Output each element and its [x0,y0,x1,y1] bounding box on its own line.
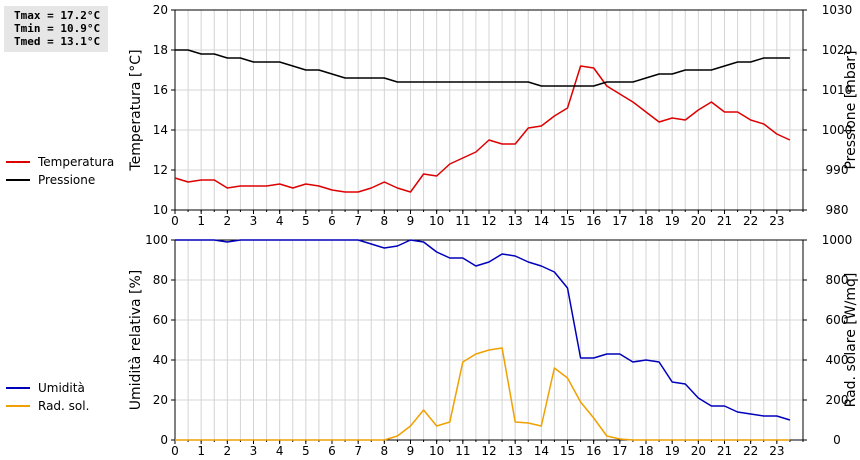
panel2-y2-axis-title: Rad. solare [W/mq] [843,273,859,408]
panel2-x-tick-label: 19 [665,444,680,458]
panel2-x-tick-label: 6 [328,444,336,458]
panel2-x-tick-label: 7 [354,444,362,458]
panel2-series-rad-sol-line [175,347,790,441]
panel1-y-tick-label: 14 [153,123,168,137]
panel2-y2-tick-label: 200 [826,393,849,407]
panel2-x-tick-label: 0 [171,444,179,458]
panel1-y-tick-label: 20 [153,3,168,17]
panel2-x-tick-label: 5 [302,444,310,458]
panel1-y2-axis-title: Pressione [mbar] [843,50,859,169]
panel2-y-tick-label: 60 [153,313,168,327]
panel1-series-pressione-line [175,49,790,87]
panel2-x-tick-label: 15 [560,444,575,458]
panel2-x-tick-label: 1 [197,444,205,458]
panel2-y-tick-label: 80 [153,273,168,287]
panel1-x-tick-label: 21 [717,214,732,228]
panel2-x-tick-label: 9 [407,444,415,458]
stat-tmin: Tmin = 10.9°C [14,22,101,35]
panel1-x-tick-label: 15 [560,214,575,228]
panel2-y2-tick-label: 600 [826,313,849,327]
panel1-y2-tick-label: 1000 [822,123,853,137]
panel1-x-tick-label: 17 [612,214,627,228]
panel1-y2-tick-label: 980 [826,203,849,217]
panel1-x-tick-label: 22 [743,214,758,228]
panel2-x-tick-label: 13 [508,444,523,458]
legend-umidit-label: Umidità [38,381,85,395]
panel1-y-tick-label: 18 [153,43,168,57]
panel2-y2-tick-label: 0 [833,433,841,447]
panel1-x-tick-label: 11 [455,214,470,228]
panel1-x-tick-label: 10 [429,214,444,228]
panel2-x-tick-label: 4 [276,444,284,458]
panel1-y-axis-title: Temperatura [°C] [128,49,144,171]
panel2-x-tick-label: 18 [638,444,653,458]
panel2-y-tick-label: 100 [145,233,168,247]
panel2-x-tick-label: 16 [586,444,601,458]
panel2-x-tick-label: 20 [691,444,706,458]
panel2-y2-tick-label: 400 [826,353,849,367]
panel1-y-tick-label: 16 [153,83,168,97]
panel2-x-tick-label: 3 [250,444,258,458]
stats-box: Tmax = 17.2°C Tmin = 10.9°C Tmed = 13.1°… [4,6,108,52]
panel2-x-tick-label: 14 [534,444,549,458]
panel1-x-tick-label: 2 [224,214,232,228]
panel2-x-tick-label: 12 [481,444,496,458]
panel2-y-tick-label: 20 [153,393,168,407]
panel2-x-tick-label: 23 [769,444,784,458]
panel2-y2-tick-label: 800 [826,273,849,287]
panel1-x-tick-label: 14 [534,214,549,228]
panel1-y-tick-label: 10 [153,203,168,217]
panel1-x-tick-label: 5 [302,214,310,228]
stat-tmed: Tmed = 13.1°C [14,35,101,48]
panel1-x-tick-label: 6 [328,214,336,228]
panel1-x-tick-label: 13 [508,214,523,228]
panel1-x-tick-label: 1 [197,214,205,228]
panel1-x-tick-label: 7 [354,214,362,228]
panel1-x-tick-label: 9 [407,214,415,228]
panel2-x-tick-label: 17 [612,444,627,458]
panel1-x-tick-label: 18 [638,214,653,228]
panel2-x-tick-label: 8 [381,444,389,458]
panel2-y-tick-label: 40 [153,353,168,367]
panel1-x-tick-label: 19 [665,214,680,228]
panel2-y-tick-label: 0 [160,433,168,447]
panel1-x-tick-label: 16 [586,214,601,228]
panel1-y2-tick-label: 990 [826,163,849,177]
panel1-x-tick-label: 20 [691,214,706,228]
panel1-x-tick-label: 8 [381,214,389,228]
stat-tmax: Tmax = 17.2°C [14,9,101,22]
panel1-y2-tick-label: 1010 [822,83,853,97]
panel1-y2-tick-label: 1020 [822,43,853,57]
panel1-x-tick-label: 3 [250,214,258,228]
panel1-x-tick-label: 23 [769,214,784,228]
legend-rad-sol-label: Rad. sol. [38,399,89,413]
panel2-x-tick-label: 10 [429,444,444,458]
panel1-x-tick-label: 0 [171,214,179,228]
panel1-y2-tick-label: 1030 [822,3,853,17]
legend-pressione-label: Pressione [38,173,95,187]
panel1-y-tick-label: 12 [153,163,168,177]
panel1-x-tick-label: 4 [276,214,284,228]
panel2-y2-tick-label: 1000 [822,233,853,247]
panel2-y-axis-title: Umidità relativa [%] [128,270,144,411]
panel2-series-umidit-line [175,239,791,421]
panel2-x-tick-label: 2 [224,444,232,458]
panel1-x-tick-label: 12 [481,214,496,228]
legend-temperatura-label: Temperatura [37,155,114,169]
panel2-x-tick-label: 21 [717,444,732,458]
panel2-x-tick-label: 22 [743,444,758,458]
panel2-x-tick-label: 11 [455,444,470,458]
panel1-series-temperatura-line [174,65,791,193]
